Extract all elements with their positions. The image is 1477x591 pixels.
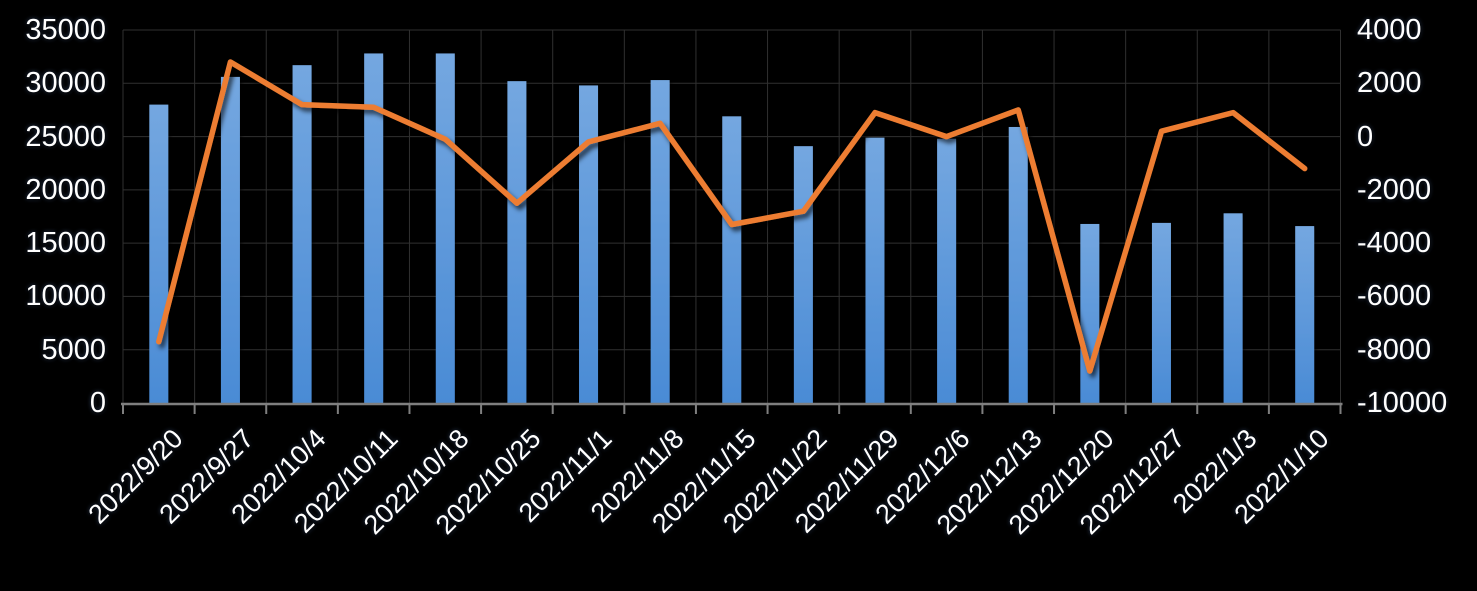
line-path	[156, 59, 1308, 374]
y-axis-right-label: -2000	[1357, 173, 1432, 206]
bar	[1080, 223, 1100, 403]
bar	[650, 80, 670, 404]
bar	[579, 85, 599, 403]
bar	[220, 76, 240, 404]
bar	[292, 65, 312, 403]
y-axis-left-label: 20000	[25, 173, 106, 206]
y-axis-left-label: 25000	[25, 120, 106, 153]
bar	[937, 138, 957, 403]
y-axis-left-label: 30000	[25, 67, 106, 100]
y-axis-right-label: -10000	[1357, 387, 1448, 419]
y-axis-right-label: 4000	[1357, 14, 1422, 46]
bar	[364, 53, 384, 404]
bar	[149, 104, 169, 403]
bar	[722, 116, 742, 403]
y-axis-right-label: -6000	[1357, 280, 1432, 313]
y-axis-right-label: 0	[1357, 120, 1374, 153]
x-axis	[121, 402, 1343, 414]
y-axis-right-label: 2000	[1357, 67, 1422, 100]
bar	[1295, 226, 1315, 403]
bar	[507, 81, 527, 403]
bar	[793, 146, 813, 404]
bar-series	[149, 53, 1315, 404]
bar	[1151, 222, 1171, 403]
y-axis-left-label: 0	[89, 387, 106, 419]
y-axis-left-label: 15000	[25, 227, 106, 260]
y-axis-right-label: -4000	[1357, 227, 1432, 260]
bar	[865, 137, 885, 403]
bar	[1008, 126, 1028, 403]
bar	[435, 53, 455, 404]
y-axis-right-label: -8000	[1357, 333, 1432, 366]
y-axis-left-label: 5000	[41, 333, 106, 366]
y-axis-left-label: 35000	[25, 14, 106, 46]
line-series	[156, 59, 1308, 374]
bar	[1223, 213, 1243, 403]
y-axis-left-label: 10000	[25, 280, 106, 313]
